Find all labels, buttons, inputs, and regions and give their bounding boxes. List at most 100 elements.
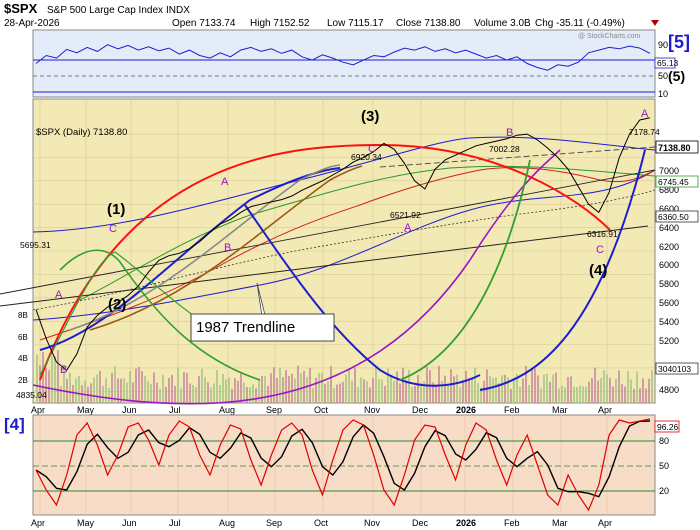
osc-value-badge xyxy=(654,420,680,433)
volume-bar xyxy=(393,380,395,403)
volume-bar xyxy=(498,383,500,403)
volume-bar xyxy=(390,376,392,403)
volume-bar xyxy=(381,379,383,403)
ma-value: 6745.45 xyxy=(658,177,689,187)
ma20-line xyxy=(39,167,656,341)
volume-bar xyxy=(606,374,608,403)
volume-bar xyxy=(78,375,80,403)
volume-bar xyxy=(522,378,524,403)
rsi-panel xyxy=(32,29,656,98)
volume-bar xyxy=(45,367,47,403)
volume-bar xyxy=(99,370,101,403)
quote-volume: Volume 3.0B xyxy=(474,18,531,29)
price-label-7002: 7002.28 xyxy=(489,144,520,154)
volume-bar xyxy=(513,378,515,403)
volume-bar xyxy=(348,369,350,403)
rsi-series-line xyxy=(35,44,651,71)
volume-bar xyxy=(147,381,149,403)
wave-a-2: A xyxy=(221,176,229,188)
volume-value: 3040103 xyxy=(658,364,691,374)
x-tick-label: Apr xyxy=(31,405,45,415)
osc-value: 96.26 xyxy=(657,422,679,432)
trendline-1987 xyxy=(0,225,649,307)
volume-bar xyxy=(327,381,329,403)
volume-bar xyxy=(213,383,215,403)
volume-bar xyxy=(153,372,155,403)
volume-bar xyxy=(417,374,419,403)
x-tick-label: Nov xyxy=(364,405,381,415)
quote-high: High 7152.52 xyxy=(250,18,310,29)
x-tick-label: Jun xyxy=(122,518,137,528)
volume-bar xyxy=(456,374,458,403)
wave-a-3: A xyxy=(404,222,412,234)
volume-bar xyxy=(291,373,293,403)
ma200-line xyxy=(32,189,656,311)
volume-bar xyxy=(573,386,575,403)
x-tick-label: Nov xyxy=(364,518,381,528)
volume-bar xyxy=(615,378,617,403)
symbol: $SPX xyxy=(4,1,38,16)
volume-bar xyxy=(225,379,227,403)
volume-bar xyxy=(318,373,320,403)
volume-bar xyxy=(177,367,179,403)
volume-bar xyxy=(546,373,548,403)
volume-bar xyxy=(630,379,632,403)
volume-bar xyxy=(279,367,281,403)
x-tick-label: Jul xyxy=(169,518,181,528)
volume-bar xyxy=(447,386,449,403)
volume-bar xyxy=(354,367,356,403)
trendline-callout-text: 1987 Trendline xyxy=(196,319,295,336)
index-name: S&P 500 Large Cap Index xyxy=(47,5,163,16)
volume-bar xyxy=(129,371,131,403)
volume-bar xyxy=(51,356,53,403)
price-tick-5800: 5800 xyxy=(659,279,679,289)
rsi-value: 65.13 xyxy=(657,58,679,68)
volume-bar xyxy=(270,373,272,403)
volume-bar xyxy=(219,385,221,403)
exchange: INDX xyxy=(166,5,190,16)
volume-bar xyxy=(357,387,359,403)
osc-tick-50: 50 xyxy=(659,461,669,471)
volume-bar xyxy=(627,370,629,403)
volume-bar xyxy=(57,350,59,403)
volume-bar xyxy=(174,386,176,403)
volume-bar xyxy=(288,375,290,403)
x-tick-label: Oct xyxy=(314,518,329,528)
volume-bar xyxy=(222,374,224,403)
volume-bar xyxy=(228,377,230,403)
x-tick-label: Oct xyxy=(314,405,329,415)
x-tick-label: Jul xyxy=(169,405,181,415)
volume-bar xyxy=(192,385,194,403)
ma50-line xyxy=(79,165,656,301)
price-tick-5600: 5600 xyxy=(659,298,679,308)
volume-bar xyxy=(462,379,464,403)
x-tick-label: Apr xyxy=(598,405,612,415)
volume-bar xyxy=(39,365,41,403)
osc-time-gridlines xyxy=(39,415,608,515)
volume-badge xyxy=(655,362,699,375)
volume-bar xyxy=(315,377,317,403)
volume-bar xyxy=(378,379,380,403)
volume-bar xyxy=(48,370,50,403)
volume-bar xyxy=(648,378,650,403)
x-tick-label: 2026 xyxy=(456,518,476,528)
volume-bars xyxy=(36,350,653,403)
wave-b-1: B xyxy=(60,364,67,376)
volume-bar xyxy=(645,388,647,403)
trendline-resistance xyxy=(379,146,656,168)
volume-bar xyxy=(261,376,263,403)
volume-bar xyxy=(249,387,251,403)
volume-bar xyxy=(267,386,269,403)
x-tick-label: May xyxy=(77,518,95,528)
volume-bar xyxy=(576,387,578,403)
volume-bar xyxy=(72,384,74,403)
volume-bar xyxy=(444,375,446,403)
volume-bar xyxy=(162,374,164,403)
volume-bar xyxy=(75,378,77,403)
wave-b-2: B xyxy=(224,242,231,254)
volume-bar xyxy=(582,386,584,403)
volume-bar xyxy=(312,387,314,403)
price-label-5695: 5695.31 xyxy=(20,240,51,250)
volume-bar xyxy=(504,374,506,403)
